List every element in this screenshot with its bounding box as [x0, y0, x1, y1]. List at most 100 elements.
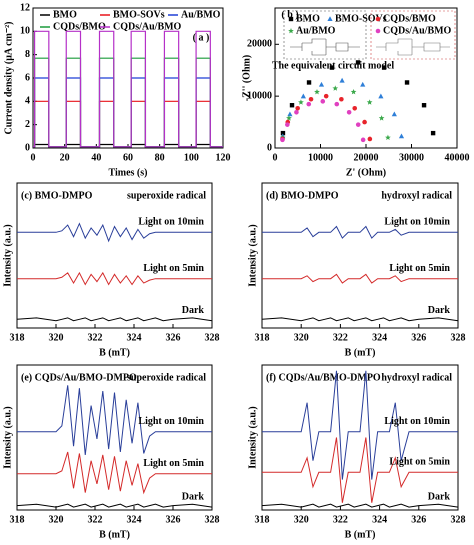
plot-frame [16, 182, 213, 329]
series-label: Light on 5min [389, 263, 450, 274]
series-line [17, 222, 212, 243]
series-label: Light on 5min [389, 457, 450, 468]
y-axis-label: Intensity (a.u.) [2, 406, 13, 469]
y-axis-label: Intensity (a.u.) [247, 406, 258, 469]
legend-label: CQDs/BMO [53, 21, 106, 32]
x-tick-label: 326 [166, 332, 181, 343]
x-axis-label: B (mT) [345, 529, 376, 540]
series-line [16, 503, 213, 508]
marker [287, 111, 293, 117]
marker [318, 81, 325, 87]
series-line [261, 503, 459, 508]
x-tick-label: 328 [451, 332, 466, 343]
y-tick-label: 2 [25, 119, 30, 130]
x-tick-label: 20000 [354, 152, 379, 163]
x-tick-label: 328 [205, 332, 220, 343]
y-tick-label: 6 [25, 72, 30, 83]
marker [352, 105, 358, 111]
x-tick-label: 318 [255, 514, 270, 525]
x-tick-label: 318 [10, 332, 25, 343]
circuit-box [283, 10, 456, 60]
series-line [262, 437, 458, 503]
x-tick-label: 0 [31, 152, 36, 163]
x-tick-label: 324 [372, 332, 387, 343]
marker [385, 134, 391, 141]
marker [289, 103, 295, 108]
y-tick-label: 10 [20, 26, 30, 37]
marker [375, 28, 381, 34]
panel-title: (c) BMO-DMPO [21, 190, 93, 201]
marker [366, 99, 373, 105]
legend-label: BMO [296, 13, 320, 24]
plot-frame [261, 182, 459, 329]
y-tick-label: 12 [20, 2, 30, 13]
marker [430, 130, 436, 136]
legend-label: CQDs/BMO [383, 13, 436, 24]
x-tick-label: 320 [294, 332, 309, 343]
plot-frame [16, 364, 213, 511]
y-axis-label: -Z'' (Ohm) [241, 55, 252, 101]
marker [300, 93, 306, 99]
y-tick-label: 20000 [247, 39, 272, 50]
x-axis-label: Z' (Ohm) [346, 167, 386, 178]
panel-subtitle: hydroxyl radical [381, 190, 452, 201]
series-line [262, 273, 458, 284]
panel-subtitle: superoxide radical [127, 190, 206, 201]
x-tick-label: 322 [333, 332, 348, 343]
marker [362, 119, 367, 125]
marker [323, 93, 329, 99]
x-tick-label: 328 [205, 514, 220, 525]
x-tick-label: 324 [372, 514, 387, 525]
marker [398, 133, 405, 139]
marker [280, 130, 286, 136]
x-tick-label: 322 [88, 514, 103, 525]
series-label: Dark [182, 491, 205, 502]
marker [355, 122, 361, 127]
legend-label: BMO [53, 9, 77, 20]
series-label: Light on 10min [384, 217, 450, 228]
series-label: Dark [428, 491, 451, 502]
y-tick-label: 10000 [247, 90, 272, 101]
marker [320, 99, 326, 104]
series-line [261, 317, 459, 322]
series-line [16, 317, 213, 322]
x-tick-label: 322 [88, 332, 103, 343]
x-tick-label: 320 [49, 514, 64, 525]
x-axis-label: B (mT) [99, 347, 130, 358]
marker [295, 105, 300, 111]
legend-label: CQDs/Au/BMO [383, 25, 452, 36]
x-tick-label: 80 [155, 152, 165, 163]
series-label: Light on 5min [143, 263, 204, 274]
series-line [17, 271, 212, 286]
x-tick-label: 326 [166, 514, 181, 525]
marker [378, 115, 385, 121]
panel-label: ( a ) [193, 32, 210, 43]
marker [378, 93, 384, 99]
marker [306, 80, 312, 85]
legend-label: CQDs/Au/BMO [113, 21, 182, 32]
series-label: Light on 5min [143, 458, 204, 469]
series-line [33, 57, 223, 148]
panel-subtitle: superoxide radical [127, 372, 206, 383]
marker [391, 111, 397, 117]
x-tick-label: 326 [411, 514, 426, 525]
marker [306, 101, 312, 107]
y-axis-label: Intensity (a.u.) [2, 224, 13, 287]
marker [280, 137, 285, 143]
marker [339, 77, 345, 83]
x-tick-label: 60 [123, 152, 133, 163]
series-label: Light on 10min [138, 217, 204, 228]
y-tick-label: 0 [25, 142, 30, 153]
marker [286, 115, 292, 121]
marker [329, 65, 335, 70]
legend-label: Au/BMO [181, 9, 221, 20]
x-tick-label: 324 [127, 514, 142, 525]
x-axis-label: B (mT) [99, 529, 130, 540]
panel-subtitle: hydroxyl radical [381, 372, 452, 383]
x-tick-label: 320 [294, 514, 309, 525]
series-label: Light on 10min [138, 416, 204, 427]
series-line [33, 30, 223, 148]
x-tick-label: 318 [255, 332, 270, 343]
marker [332, 85, 339, 91]
